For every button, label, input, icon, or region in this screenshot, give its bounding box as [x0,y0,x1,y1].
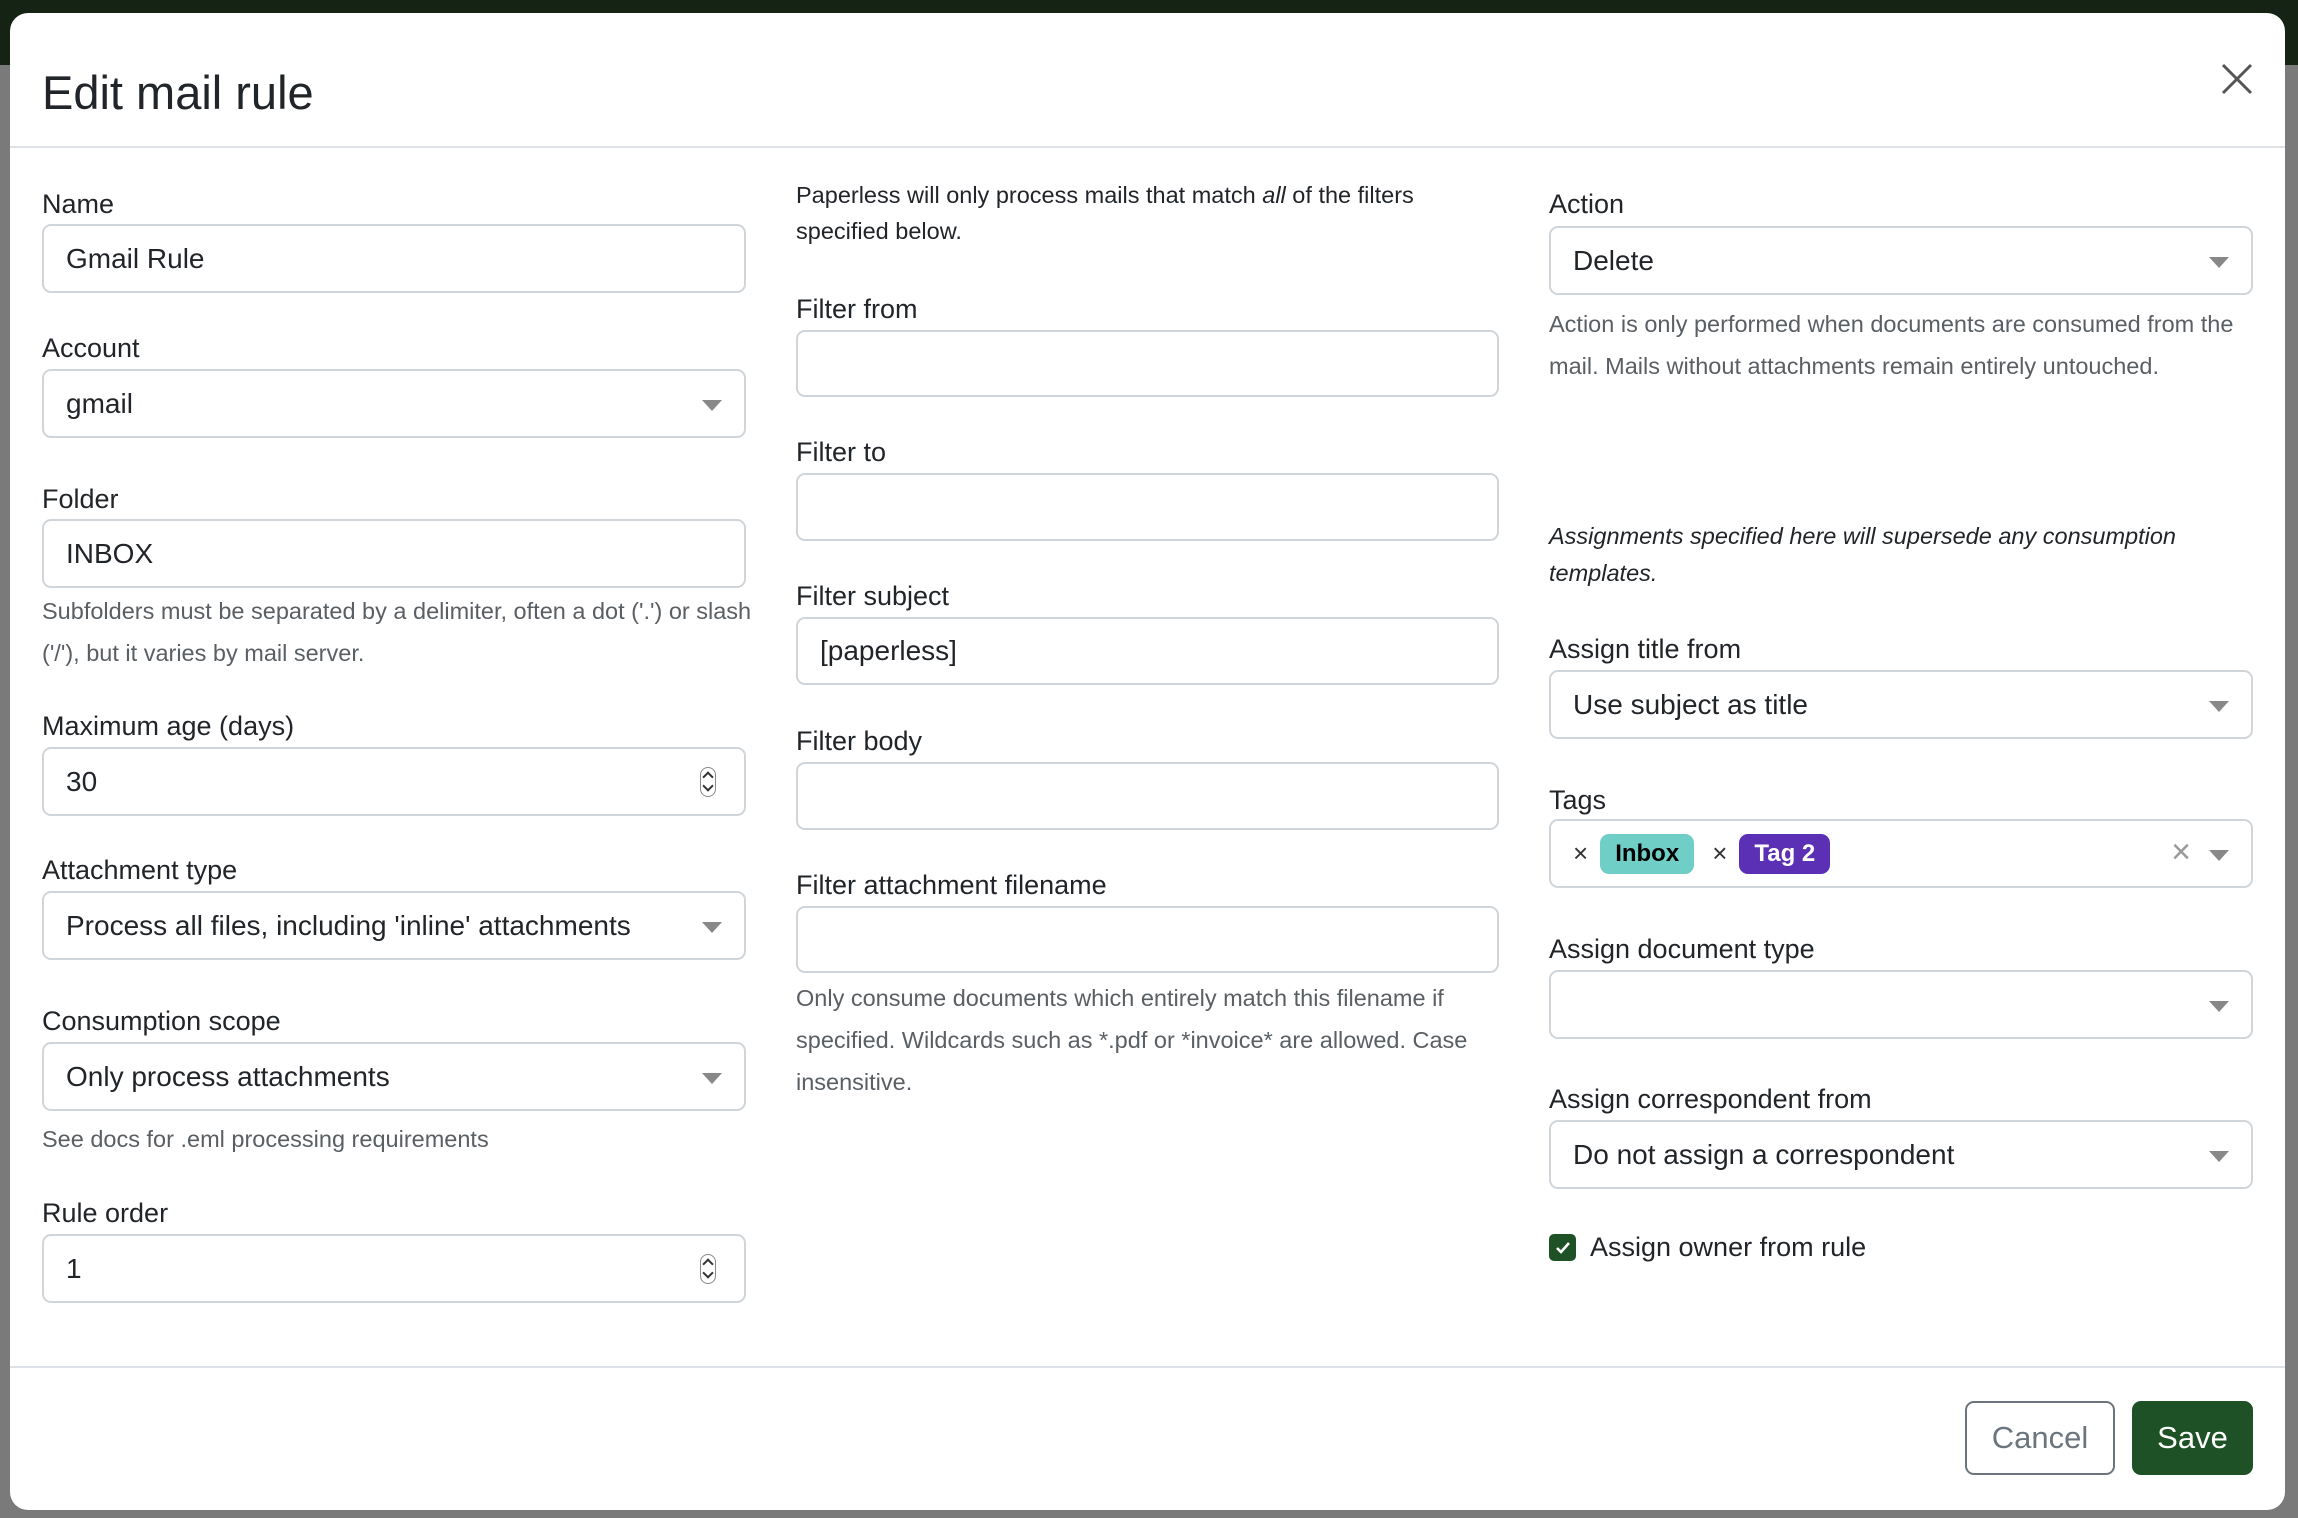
filter-filename-label: Filter attachment filename [796,870,1107,900]
filter-from-label: Filter from [796,294,918,324]
filters-intro: Paperless will only process mails that m… [796,177,1506,249]
stepper-icon[interactable] [700,767,716,797]
remove-tag-icon[interactable]: × [1573,838,1589,868]
folder-help: Subfolders must be separated by a delimi… [42,598,752,666]
scope-value: Only process attachments [66,1060,390,1092]
filter-from-input[interactable] [796,330,1499,397]
folder-value: INBOX [66,537,154,569]
owner-checkbox-row[interactable]: Assign owner from rule [1549,1232,1866,1263]
edit-mail-rule-dialog: Edit mail rule Name Gmail Rule Account g… [10,13,2285,1510]
scope-label: Consumption scope [42,1006,281,1036]
name-label: Name [42,189,115,219]
folder-label: Folder [42,484,119,514]
dialog-header: Edit mail rule [10,13,2285,148]
doctype-select[interactable] [1549,970,2253,1039]
action-value: Delete [1573,244,1654,276]
rule-order-value: 1 [66,1252,82,1284]
action-help: Action is only performed when documents … [1549,311,2234,379]
account-value: gmail [66,387,133,419]
action-label: Action [1549,189,1625,219]
assign-title-select[interactable]: Use subject as title [1549,670,2253,739]
scope-help: See docs for .eml processing requirement… [42,1126,489,1152]
action-select[interactable]: Delete [1549,226,2253,295]
cancel-button[interactable]: Cancel [1965,1401,2115,1475]
remove-tag-icon[interactable]: × [1712,838,1728,868]
tags-label: Tags [1549,785,1607,815]
filter-subject-input[interactable]: [paperless] [796,617,1499,685]
correspondent-value: Do not assign a correspondent [1573,1138,1955,1170]
filter-body-input[interactable] [796,762,1499,830]
attachment-type-select[interactable]: Process all files, including 'inline' at… [42,891,746,960]
max-age-input[interactable]: 30 [42,747,746,816]
tag-chip: Inbox [1600,833,1695,874]
correspondent-label: Assign correspondent from [1549,1084,1872,1114]
dialog-title: Edit mail rule [42,66,314,119]
dialog-footer [10,1366,2285,1368]
owner-label: Assign owner from rule [1590,1232,1867,1262]
filter-filename-input[interactable] [796,906,1499,973]
attachment-type-label: Attachment type [42,855,238,885]
close-icon[interactable] [2217,59,2257,99]
correspondent-select[interactable]: Do not assign a correspondent [1549,1120,2253,1189]
filter-to-label: Filter to [796,437,887,467]
filter-body-label: Filter body [796,726,923,756]
tags-select[interactable]: × Inbox × Tag 2 × [1549,819,2253,888]
tag-chip: Tag 2 [1739,833,1831,874]
filter-subject-value: [paperless] [820,635,957,666]
max-age-label: Maximum age (days) [42,711,295,741]
checkbox-checked-icon[interactable] [1549,1234,1576,1261]
doctype-label: Assign document type [1549,934,1815,964]
attachment-type-value: Process all files, including 'inline' at… [66,909,631,941]
scope-select[interactable]: Only process attachments [42,1042,746,1111]
folder-input[interactable]: INBOX [42,519,746,588]
filter-subject-label: Filter subject [796,581,950,611]
assignments-note: Assignments specified here will supersed… [1549,523,2176,586]
save-button[interactable]: Save [2132,1401,2253,1475]
intro-text: Paperless will only process mails that m… [796,182,1263,208]
clear-all-icon[interactable]: × [2171,833,2191,871]
assign-title-value: Use subject as title [1573,688,1808,720]
account-label: Account [42,333,140,363]
name-value: Gmail Rule [66,242,205,274]
intro-text-end: of the filters specified below. [796,182,1414,244]
assign-title-label: Assign title from [1549,634,1742,664]
intro-emphasis: all [1262,182,1286,208]
name-input[interactable]: Gmail Rule [42,224,746,293]
account-select[interactable]: gmail [42,369,746,438]
filter-filename-help: Only consume documents which entirely ma… [796,985,1468,1095]
rule-order-label: Rule order [42,1198,169,1228]
stepper-icon[interactable] [700,1254,716,1284]
rule-order-input[interactable]: 1 [42,1234,746,1303]
filter-to-input[interactable] [796,473,1499,541]
max-age-value: 30 [66,765,98,797]
